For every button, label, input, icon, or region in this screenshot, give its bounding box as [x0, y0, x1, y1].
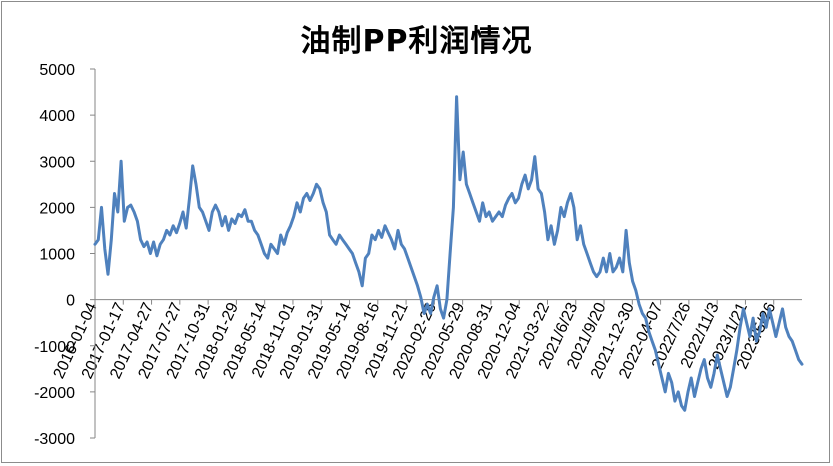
y-tick-label: 2000: [39, 200, 75, 217]
series-line-0: [93, 95, 804, 412]
y-tick-label: 5000: [39, 62, 75, 79]
y-tick-label: -2000: [34, 385, 75, 402]
y-tick-label: 4000: [39, 108, 75, 125]
y-tick-label: 3000: [39, 154, 75, 171]
y-axis-ticks: 5000 4000 3000 2000 1000 0 -1000 -2000 -3000: [34, 62, 95, 448]
y-tick-label: -1000: [34, 339, 75, 356]
x-axis-ticks: 2016-01-042017-01-172017-04-272017-07-27…: [51, 299, 779, 381]
y-tick-label: 1000: [39, 247, 75, 264]
chart-title: 油制PP利润情况: [300, 24, 533, 59]
series-group: [93, 95, 804, 412]
axes: [94, 69, 802, 438]
y-tick-label: 0: [66, 293, 75, 310]
y-tick-label: -3000: [34, 431, 75, 448]
